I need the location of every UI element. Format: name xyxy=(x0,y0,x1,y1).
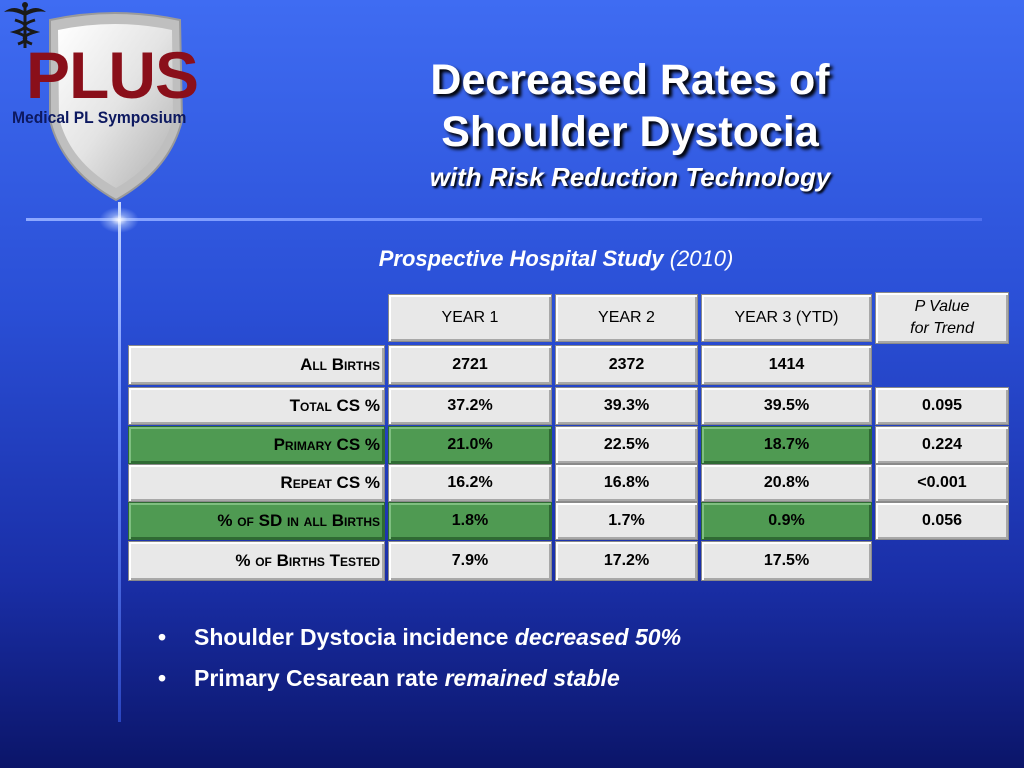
header-year-1: YEAR 1 xyxy=(388,294,552,342)
row-label-all-births: All Births xyxy=(128,345,385,385)
sparkle-accent xyxy=(99,207,139,233)
header-year-2: YEAR 2 xyxy=(555,294,698,342)
cell-sd-births-y3: 0.9% xyxy=(701,502,872,540)
row-label-total-cs: Total CS % xyxy=(128,387,385,425)
plus-logo: PLUS Medical PL Symposium xyxy=(0,0,240,210)
bullet-emphasis: decreased 50% xyxy=(514,624,682,650)
cell-all-births-y1: 2721 xyxy=(388,345,552,385)
vertical-divider xyxy=(118,202,121,722)
bullet-text: Shoulder Dystocia incidence decreased 50… xyxy=(194,624,681,651)
bullet-emphasis: remained stable xyxy=(444,665,620,691)
cell-sd-births-y1: 1.8% xyxy=(388,502,552,540)
cell-primary-cs-y3: 18.7% xyxy=(701,426,872,464)
cell-primary-cs-p: 0.224 xyxy=(875,426,1009,464)
slide-title: Decreased Rates of Shoulder Dystocia xyxy=(330,54,930,158)
cell-sd-births-p: 0.056 xyxy=(875,502,1009,540)
title-line-2: Shoulder Dystocia xyxy=(441,108,819,156)
cell-repeat-cs-p: <0.001 xyxy=(875,464,1009,502)
cell-primary-cs-y2: 22.5% xyxy=(555,426,698,464)
caduceus-icon xyxy=(4,2,46,48)
bullet-plain: Shoulder Dystocia incidence xyxy=(194,624,509,650)
p-value-line-2: for Trend xyxy=(910,320,974,337)
bullet-dot: • xyxy=(158,624,167,650)
study-year: (2010) xyxy=(669,246,734,271)
cell-sd-births-y2: 1.7% xyxy=(555,502,698,540)
row-label-births-tested: % of Births Tested xyxy=(128,541,385,581)
cell-total-cs-p: 0.095 xyxy=(875,387,1009,425)
bullet-plain: Primary Cesarean rate xyxy=(194,665,439,691)
cell-primary-cs-y1: 21.0% xyxy=(388,426,552,464)
cell-repeat-cs-y3: 20.8% xyxy=(701,464,872,502)
cell-all-births-y3: 1414 xyxy=(701,345,872,385)
header-p-value: P Value for Trend xyxy=(875,292,1009,344)
cell-births-tested-y3: 17.5% xyxy=(701,541,872,581)
p-value-line-1: P Value xyxy=(914,298,970,315)
study-heading: Prospective Hospital Study (2010) xyxy=(200,246,912,272)
row-label-primary-cs: Primary CS % xyxy=(128,426,385,464)
cell-repeat-cs-y1: 16.2% xyxy=(388,464,552,502)
cell-repeat-cs-y2: 16.8% xyxy=(555,464,698,502)
row-label-sd-births: % of SD in all Births xyxy=(128,502,385,540)
bullet-text: Primary Cesarean rate remained stable xyxy=(194,665,620,692)
cell-total-cs-y2: 39.3% xyxy=(555,387,698,425)
title-line-1: Decreased Rates of xyxy=(430,56,830,104)
logo-plus-text: PLUS xyxy=(26,38,199,112)
horizontal-divider xyxy=(26,218,982,221)
logo-subtitle: Medical PL Symposium xyxy=(12,108,187,127)
cell-births-tested-y2: 17.2% xyxy=(555,541,698,581)
cell-all-births-y2: 2372 xyxy=(555,345,698,385)
cell-total-cs-y3: 39.5% xyxy=(701,387,872,425)
cell-total-cs-y1: 37.2% xyxy=(388,387,552,425)
row-label-repeat-cs: Repeat CS % xyxy=(128,464,385,502)
bullet-dot: • xyxy=(158,665,167,691)
study-name: Prospective Hospital Study xyxy=(378,246,664,271)
cell-births-tested-y1: 7.9% xyxy=(388,541,552,581)
header-year-3: YEAR 3 (YTD) xyxy=(701,294,872,342)
shield-icon xyxy=(49,12,184,202)
slide-subtitle: with Risk Reduction Technology xyxy=(429,162,831,192)
